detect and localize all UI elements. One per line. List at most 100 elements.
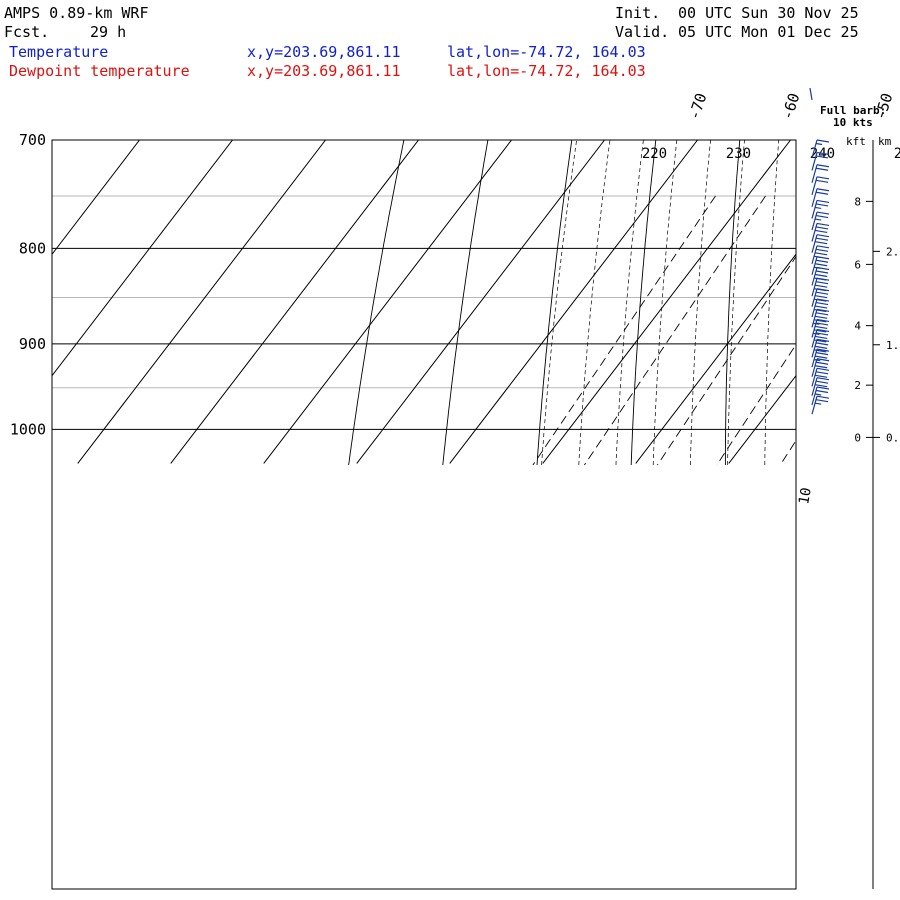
wind-barb-flag: [816, 155, 829, 159]
wind-barb-flag: [815, 345, 828, 349]
wind-barb: [811, 176, 830, 195]
legend-temperature-label: Temperature: [9, 43, 108, 61]
wind-barb-flag: [816, 288, 830, 292]
barb-annotation: 10: [796, 486, 815, 505]
theta-label: 250: [894, 146, 900, 162]
wind-barb-staff: [811, 386, 818, 406]
wind-barb-staff: [811, 348, 818, 368]
legend-temperature-xy: x,y=203.69,861.11: [247, 43, 401, 61]
wind-barb-flag: [816, 179, 829, 183]
km-tick-label: 2.: [886, 245, 899, 258]
legend-dewpoint-latlon: lat,lon=-74.72, 164.03: [447, 62, 646, 80]
pressure-tick-label: 700: [19, 131, 46, 149]
isotherm-line: [263, 140, 512, 464]
wind-barb-staff: [811, 211, 818, 231]
barb-key-marker: [809, 87, 813, 101]
wind-barb-staff: [811, 176, 818, 195]
isotherm-line: [77, 140, 326, 464]
isotherm-line: [52, 140, 140, 256]
wind-barb-flag: [816, 248, 829, 252]
wind-barb: [811, 222, 830, 242]
wind-barb-staff: [811, 234, 818, 253]
plot-frame: [51, 139, 797, 890]
wind-barb-flag: [816, 301, 829, 306]
theta-label: 220: [642, 146, 667, 162]
wind-barb: [811, 234, 830, 253]
wind-barb-flag: [816, 332, 829, 336]
wind-barb-staff: [811, 339, 818, 358]
legend-temperature-latlon: lat,lon=-74.72, 164.03: [447, 43, 646, 61]
wind-barb-flag: [816, 188, 830, 192]
wind-barb-staff: [811, 319, 818, 338]
km-tick-label: 0.: [886, 431, 899, 444]
wind-barb-half: [815, 218, 822, 221]
wind-barb-flag: [816, 259, 829, 263]
wind-barb: [811, 164, 830, 183]
wind-barb-flag: [816, 395, 830, 399]
wind-barb-flag: [816, 312, 829, 316]
moist-adiabat-line: [652, 140, 678, 466]
wind-barb-flag: [815, 241, 828, 245]
wind-barb-staff: [811, 152, 818, 171]
wind-barb-staff: [811, 164, 818, 183]
pressure-tick-label: 1000: [10, 420, 46, 438]
pressure-tick-label: 800: [19, 239, 46, 257]
kft-tick-label: 6: [854, 258, 861, 271]
wind-barb-flag: [816, 234, 830, 238]
wind-barb-flag: [816, 270, 829, 274]
wind-barb: [811, 386, 830, 406]
moist-adiabat-line: [764, 140, 780, 465]
wind-barb: [811, 367, 830, 387]
wind-barb: [811, 318, 830, 338]
wind-barb-flag: [816, 377, 830, 381]
wind-barb-flag: [816, 380, 829, 384]
wind-barb-flag: [816, 399, 829, 403]
wind-barb: [811, 338, 830, 358]
wind-barb-staff: [811, 358, 818, 377]
wind-barb-flag: [816, 226, 829, 230]
wind-barb-staff: [811, 188, 818, 207]
kft-tick-label: 2: [854, 379, 861, 392]
wind-barb-staff: [811, 298, 818, 318]
init-label: Init.: [615, 4, 660, 22]
kft-tick-label: 0: [854, 431, 861, 444]
valid-time: 05 UTC Mon 01 Dec 25: [678, 23, 859, 41]
dry-adiabat-line: [724, 140, 741, 465]
skewt-grid: [52, 140, 796, 430]
wind-barb-flag: [815, 229, 828, 234]
kft-label: kft: [846, 135, 866, 148]
mixing-ratio-line: [716, 343, 796, 466]
wind-barb-half: [816, 142, 823, 146]
moist-adiabat-line: [876, 140, 885, 465]
wind-barb-staff: [811, 368, 818, 387]
wind-barb-staff: [811, 267, 818, 286]
wind-barb-flag: [816, 266, 830, 271]
wind-barb-flag: [816, 338, 830, 342]
moist-adiabat-line: [727, 140, 745, 465]
isotherm-line: [52, 140, 233, 377]
kft-tick-label: 8: [854, 195, 861, 208]
wind-barb-half: [815, 393, 822, 396]
moist-adiabat-line: [690, 140, 711, 466]
wind-barb-staff: [811, 329, 818, 348]
mixing-ratio-line: [779, 439, 796, 466]
wind-barb-flag: [816, 199, 830, 204]
wind-barb-flag: [816, 358, 830, 362]
wind-barb-staff: [811, 139, 818, 159]
wind-barb: [811, 395, 830, 415]
fcst-label: Fcst.: [4, 23, 49, 41]
legend-dewpoint-label: Dewpoint temperature: [9, 62, 190, 80]
wind-barb-flag: [816, 211, 830, 215]
theta-label: 230: [726, 146, 751, 162]
valid-label: Valid.: [615, 23, 669, 41]
mixing-ratio-line: [532, 195, 716, 466]
wind-barb-half: [815, 402, 822, 405]
wind-barb: [811, 139, 830, 159]
wind-barb-flag: [816, 322, 829, 326]
dry-adiabat-line: [536, 140, 573, 466]
dry-adiabat-line: [442, 140, 489, 466]
wind-barb-flag: [816, 151, 830, 156]
wind-barb-staff: [811, 278, 818, 297]
wind-barb-flag: [816, 245, 830, 249]
wind-barb-flag: [816, 214, 829, 219]
